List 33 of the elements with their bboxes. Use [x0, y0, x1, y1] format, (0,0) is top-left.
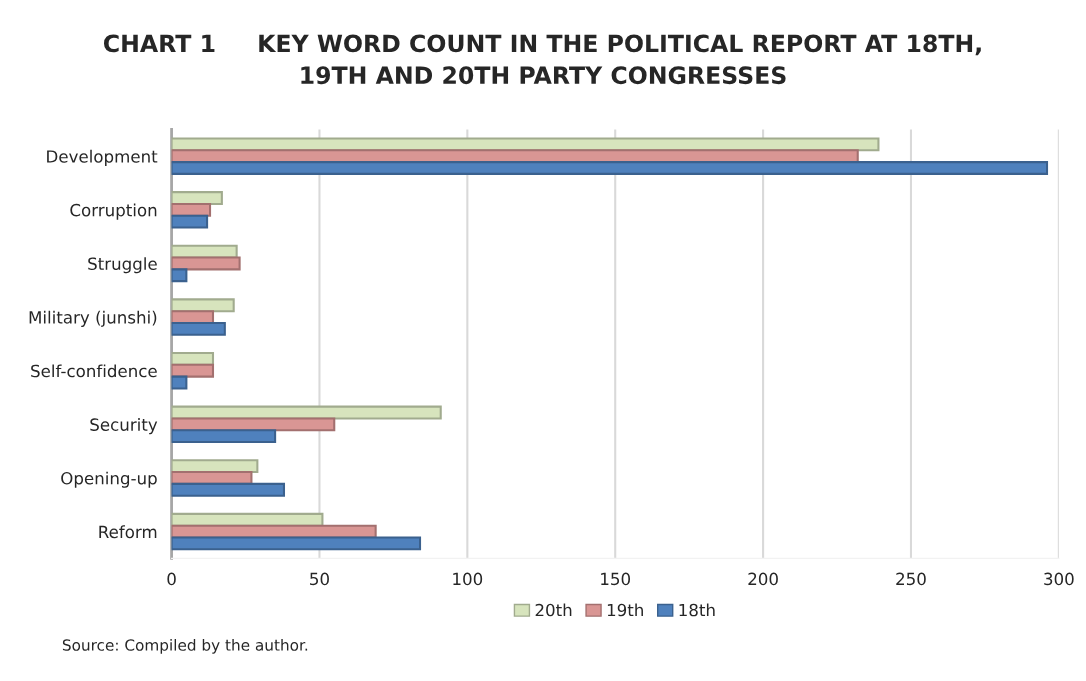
y-tick-label: Opening-up: [61, 471, 157, 488]
bar: [171, 321, 226, 336]
legend-label: 19th: [607, 603, 643, 617]
bar: [171, 363, 215, 378]
x-tick-label: 0: [167, 572, 176, 586]
bar: [171, 536, 422, 551]
x-tick-label: 250: [896, 572, 926, 586]
bar: [171, 214, 209, 229]
source-note: Source: Compiled by the author.: [62, 638, 308, 654]
y-tick-label: Self-confidence: [31, 364, 157, 378]
bar: [171, 268, 188, 283]
y-tick-label: Security: [90, 418, 158, 435]
bar: [171, 429, 277, 444]
legend-label: 18th: [679, 603, 715, 617]
x-tick-label: 100: [453, 572, 483, 586]
bar: [171, 191, 223, 205]
x-tick-label: 300: [1044, 572, 1074, 586]
bar: [171, 161, 1049, 175]
bar: [171, 298, 235, 313]
chart-title: CHART 1 KEY WORD COUNT IN THE POLITICAL REPORT AT 18TH, 19TH AND 20TH PARTY CONGRESSES: [103, 34, 981, 85]
bar: [171, 417, 336, 432]
y-tick-label: Military (junshi): [29, 310, 157, 327]
bar: [171, 375, 188, 390]
y-tick-label: Reform: [99, 525, 157, 539]
y-tick-label: Development: [47, 149, 158, 166]
legend-label: 20th: [535, 603, 572, 617]
y-tick-label: Struggle: [88, 257, 157, 274]
x-tick-label: 50: [310, 572, 329, 586]
y-tick-label: Corruption: [70, 203, 157, 220]
x-tick-label: 150: [601, 572, 631, 586]
x-tick-label: 200: [748, 572, 778, 586]
bar: [171, 256, 241, 271]
bar: [171, 482, 286, 497]
